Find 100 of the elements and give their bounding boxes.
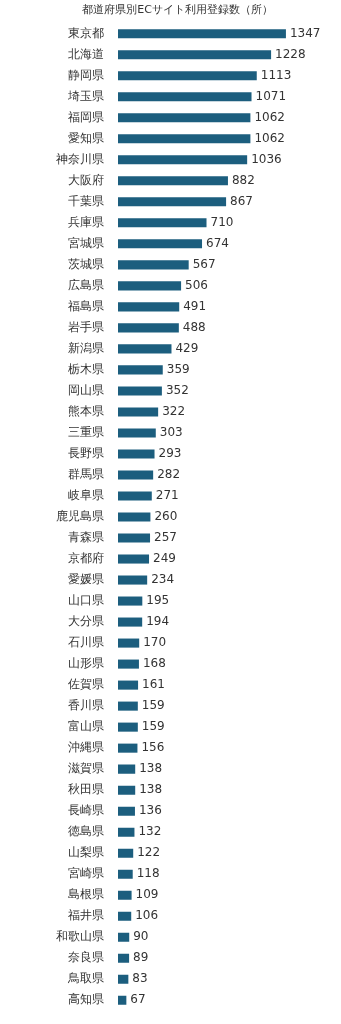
y-tick-label: 岩手県 xyxy=(68,320,104,335)
y-tick-label: 青森県 xyxy=(68,530,104,545)
bar xyxy=(118,995,127,1005)
bar xyxy=(118,428,156,438)
data-label: 67 xyxy=(130,992,146,1007)
data-label: 1347 xyxy=(289,25,321,40)
y-tick-label: 鳥取県 xyxy=(67,971,104,986)
data-label: 303 xyxy=(159,425,183,440)
y-tick-label: 山口県 xyxy=(68,593,104,608)
data-label: 322 xyxy=(162,404,186,419)
bar xyxy=(118,218,207,228)
bar xyxy=(118,869,133,879)
y-tick-label: 東京都 xyxy=(68,25,104,40)
data-label: 83 xyxy=(132,971,148,986)
data-label: 882 xyxy=(231,172,255,187)
y-tick-label: 福島県 xyxy=(68,299,104,313)
bar xyxy=(118,785,136,795)
y-tick-label: 長崎県 xyxy=(68,803,104,818)
data-label: 138 xyxy=(139,761,163,776)
y-tick-label: 沖縄県 xyxy=(68,740,104,755)
bar xyxy=(118,806,135,816)
y-tick-label: 広島県 xyxy=(68,277,104,292)
bar xyxy=(118,470,154,480)
data-label: 168 xyxy=(142,656,166,671)
data-label: 674 xyxy=(206,235,229,250)
y-tick-label: 高知県 xyxy=(68,992,104,1007)
bar xyxy=(118,596,143,606)
bar xyxy=(118,365,163,375)
bar xyxy=(118,281,182,291)
data-label: 260 xyxy=(154,509,178,524)
bar xyxy=(118,890,132,900)
bar xyxy=(118,617,143,627)
bar xyxy=(118,911,132,921)
bar xyxy=(118,176,228,186)
y-tick-label: 山梨県 xyxy=(68,845,104,860)
data-label: 282 xyxy=(157,467,181,482)
bar xyxy=(118,155,248,165)
data-label: 293 xyxy=(158,446,182,461)
bar xyxy=(118,29,286,39)
y-tick-label: 北海道 xyxy=(68,46,104,61)
y-tick-label: 埼玉県 xyxy=(67,88,104,103)
bar xyxy=(118,722,138,732)
y-tick-label: 佐賀県 xyxy=(68,677,104,692)
y-tick-label: 千葉県 xyxy=(68,193,104,208)
y-tick-label: 香川県 xyxy=(68,698,104,713)
bar xyxy=(118,638,140,648)
y-tick-label: 岐阜県 xyxy=(68,488,104,503)
y-tick-label: 秋田県 xyxy=(68,782,104,797)
y-tick-label: 福井県 xyxy=(68,908,104,923)
y-tick-label: 宮崎県 xyxy=(68,866,104,881)
y-tick-label: 山形県 xyxy=(68,656,104,671)
y-tick-label: 三重県 xyxy=(68,425,104,440)
y-tick-label: 和歌山県 xyxy=(56,929,104,944)
y-tick-label: 静岡県 xyxy=(68,67,104,82)
data-label: 249 xyxy=(153,551,176,566)
y-tick-label: 奈良県 xyxy=(68,950,104,965)
data-label: 1071 xyxy=(255,88,287,103)
data-label: 90 xyxy=(133,929,149,944)
bar xyxy=(118,680,139,690)
y-tick-label: 神奈川県 xyxy=(56,151,104,166)
data-label: 136 xyxy=(138,803,162,818)
y-tick-label: 愛知県 xyxy=(68,130,104,145)
y-tick-label: 栃木県 xyxy=(68,362,104,377)
data-label: 195 xyxy=(146,593,170,608)
y-tick-label: 滋賀県 xyxy=(68,761,104,776)
y-tick-label: 鹿児島県 xyxy=(56,509,104,524)
bar xyxy=(118,50,272,60)
bar xyxy=(118,344,172,354)
data-label: 1036 xyxy=(251,151,282,166)
bar xyxy=(118,512,151,522)
y-tick-label: 京都府 xyxy=(68,551,104,566)
data-label: 867 xyxy=(230,193,253,208)
y-tick-label: 熊本県 xyxy=(68,404,104,419)
y-tick-label: 岡山県 xyxy=(68,383,104,398)
data-label: 118 xyxy=(136,866,160,881)
data-label: 1228 xyxy=(275,46,306,61)
data-label: 1062 xyxy=(254,109,285,124)
bar xyxy=(118,932,130,942)
bar xyxy=(118,92,252,102)
data-label: 156 xyxy=(141,740,165,755)
data-label: 567 xyxy=(192,256,216,271)
y-tick-label: 石川県 xyxy=(68,635,104,650)
y-tick-label: 愛媛県 xyxy=(68,572,104,587)
bar xyxy=(118,743,138,753)
bar xyxy=(118,449,155,459)
bar xyxy=(118,827,135,837)
y-tick-label: 島根県 xyxy=(68,887,104,902)
data-label: 271 xyxy=(155,488,179,503)
y-tick-label: 徳島県 xyxy=(68,824,104,839)
data-label: 506 xyxy=(185,277,208,292)
data-label: 132 xyxy=(138,824,162,839)
bar xyxy=(118,197,227,207)
y-tick-label: 兵庫県 xyxy=(68,214,104,229)
data-label: 352 xyxy=(165,383,189,398)
bar xyxy=(118,71,257,81)
data-label: 1113 xyxy=(260,67,292,82)
data-label: 710 xyxy=(210,214,234,229)
y-tick-label: 長野県 xyxy=(68,446,104,461)
bar xyxy=(118,701,138,711)
data-label: 161 xyxy=(142,677,165,692)
